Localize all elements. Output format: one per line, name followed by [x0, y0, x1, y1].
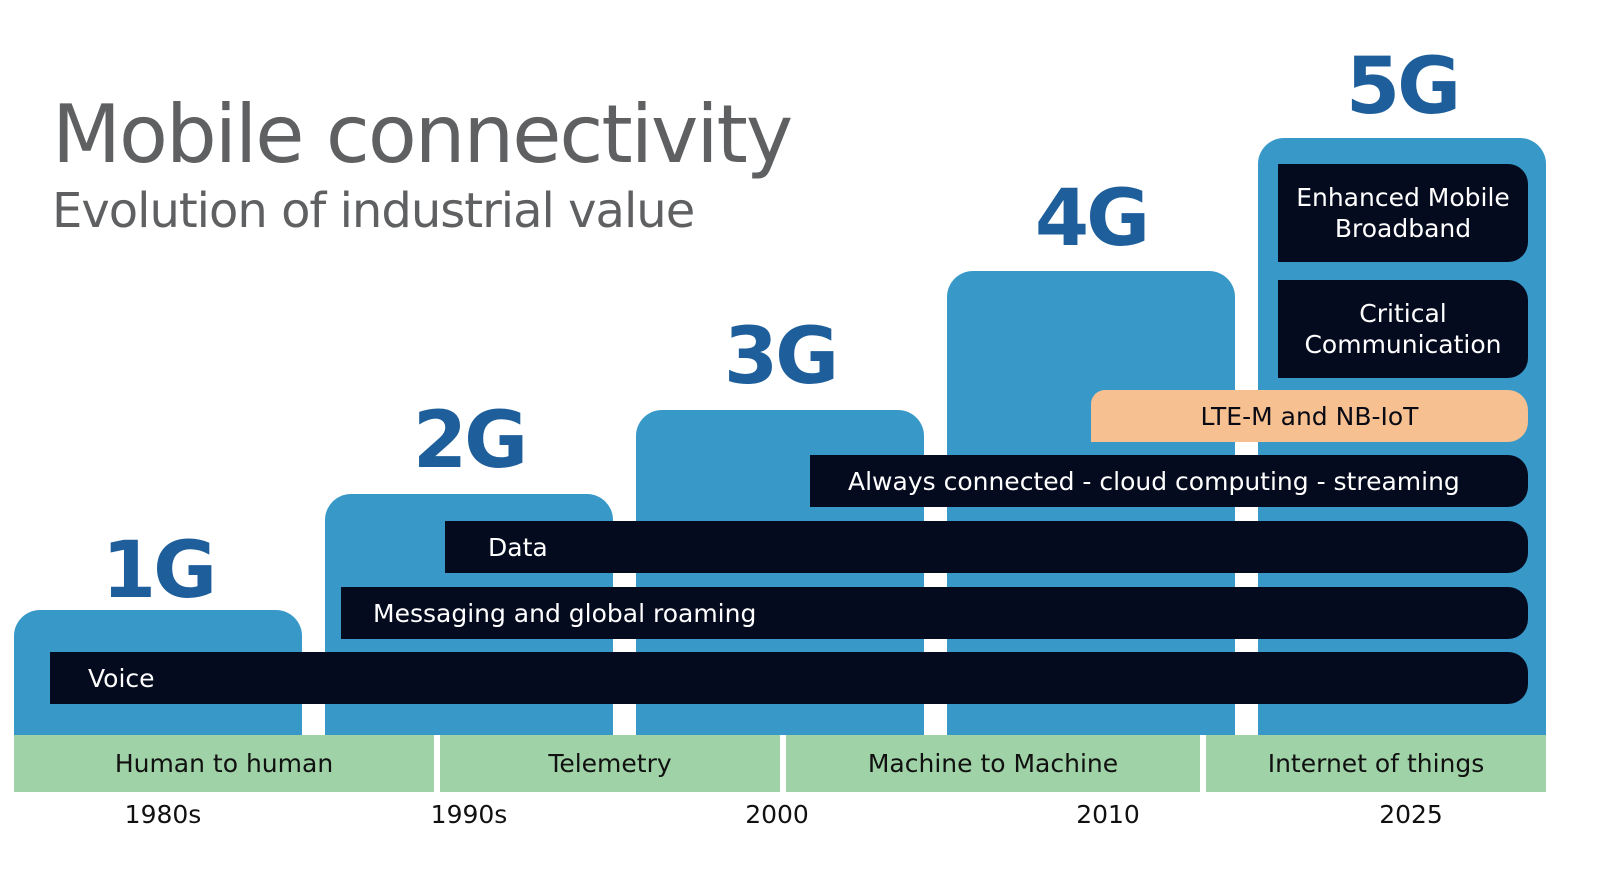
capability-critical-label: Critical Communication	[1304, 299, 1502, 359]
year-1980s: 1980s	[124, 800, 202, 829]
era-internet-of-things-label: Internet of things	[1267, 749, 1485, 778]
year-2010: 2010	[1076, 800, 1140, 829]
capability-embb: Enhanced Mobile Broadband	[1278, 164, 1528, 262]
era-machine-to-machine-label: Machine to Machine	[867, 749, 1119, 778]
page-subtitle: Evolution of industrial value	[52, 183, 695, 239]
era-machine-to-machine: Machine to Machine	[786, 735, 1200, 792]
year-2000: 2000	[745, 800, 809, 829]
era-internet-of-things: Internet of things	[1206, 735, 1546, 792]
capability-always-connected: Always connected - cloud computing - str…	[810, 455, 1528, 507]
capability-always-connected-label: Always connected - cloud computing - str…	[848, 466, 1460, 496]
gen-label-2g: 2G	[412, 396, 528, 486]
capability-data-label: Data	[488, 532, 548, 562]
era-human-to-human: Human to human	[14, 735, 434, 792]
gen-label-3g: 3G	[723, 312, 839, 402]
capability-messaging: Messaging and global roaming	[341, 587, 1528, 639]
era-human-to-human-label: Human to human	[114, 749, 334, 778]
era-telemetry: Telemetry	[440, 735, 780, 792]
capability-data: Data	[445, 521, 1528, 573]
gen-label-5g: 5G	[1345, 42, 1461, 132]
capability-embb-label: Enhanced Mobile Broadband	[1296, 183, 1510, 243]
capability-voice-label: Voice	[88, 663, 155, 693]
capability-lte-m: LTE-M and NB-IoT	[1091, 390, 1528, 442]
capability-lte-m-label: LTE-M and NB-IoT	[1200, 401, 1419, 431]
capability-voice: Voice	[50, 652, 1528, 704]
page-title: Mobile connectivity	[52, 88, 793, 181]
capability-messaging-label: Messaging and global roaming	[373, 598, 757, 628]
gen-label-4g: 4G	[1034, 174, 1150, 264]
era-telemetry-label: Telemetry	[548, 749, 672, 778]
year-2025: 2025	[1379, 800, 1443, 829]
gen-label-1g: 1G	[101, 526, 217, 616]
year-1990s: 1990s	[430, 800, 508, 829]
capability-critical: Critical Communication	[1278, 280, 1528, 378]
